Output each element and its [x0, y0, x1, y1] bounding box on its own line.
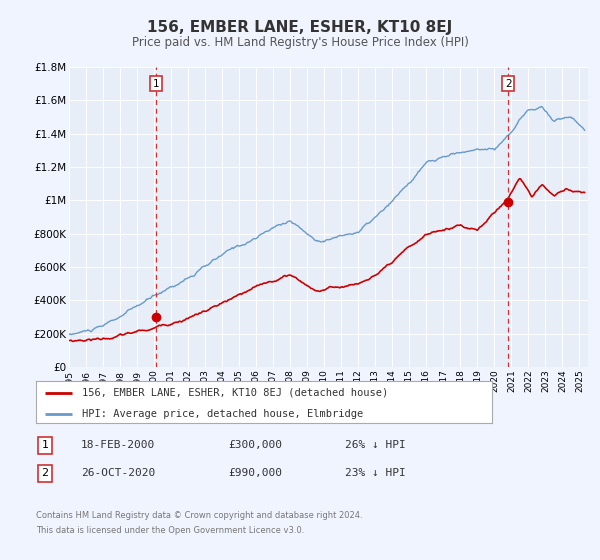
Text: 1: 1	[41, 440, 49, 450]
Text: £990,000: £990,000	[228, 468, 282, 478]
Text: £300,000: £300,000	[228, 440, 282, 450]
Text: 26% ↓ HPI: 26% ↓ HPI	[345, 440, 406, 450]
Text: This data is licensed under the Open Government Licence v3.0.: This data is licensed under the Open Gov…	[36, 526, 304, 535]
Text: Contains HM Land Registry data © Crown copyright and database right 2024.: Contains HM Land Registry data © Crown c…	[36, 511, 362, 520]
Text: HPI: Average price, detached house, Elmbridge: HPI: Average price, detached house, Elmb…	[82, 409, 363, 418]
Text: 156, EMBER LANE, ESHER, KT10 8EJ (detached house): 156, EMBER LANE, ESHER, KT10 8EJ (detach…	[82, 388, 388, 398]
Text: 18-FEB-2000: 18-FEB-2000	[81, 440, 155, 450]
Text: 156, EMBER LANE, ESHER, KT10 8EJ: 156, EMBER LANE, ESHER, KT10 8EJ	[148, 20, 452, 35]
Text: 26-OCT-2020: 26-OCT-2020	[81, 468, 155, 478]
Text: 2: 2	[505, 79, 512, 89]
Text: 23% ↓ HPI: 23% ↓ HPI	[345, 468, 406, 478]
Text: 1: 1	[153, 79, 160, 89]
Text: 2: 2	[41, 468, 49, 478]
Text: Price paid vs. HM Land Registry's House Price Index (HPI): Price paid vs. HM Land Registry's House …	[131, 36, 469, 49]
